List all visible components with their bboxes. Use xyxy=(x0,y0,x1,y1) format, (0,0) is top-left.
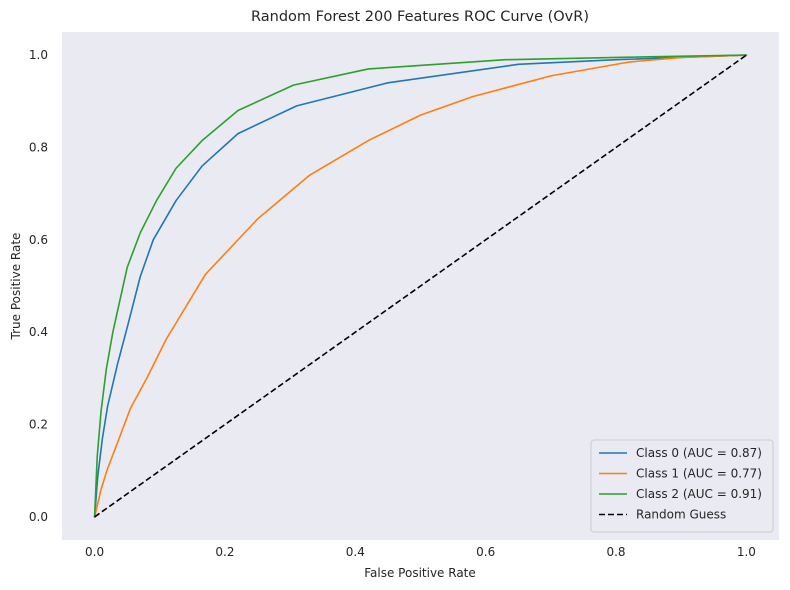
x-axis-label: False Positive Rate xyxy=(364,566,476,580)
y-tick-label: 0.2 xyxy=(29,418,48,432)
x-tick-label: 0.0 xyxy=(85,545,104,559)
axis-ticks: 0.0 0.2 0.4 0.6 0.8 1.0 0.0 0.2 0.4 0.6 0.8 1.0 xyxy=(29,48,756,559)
legend-box xyxy=(590,439,774,533)
y-tick-label: 0.6 xyxy=(29,233,48,247)
series-line-0 xyxy=(93,54,748,518)
series-line-2 xyxy=(93,54,748,518)
chart-title: Random Forest 200 Features ROC Curve (Ov… xyxy=(251,9,589,25)
legend-label: Class 1 (AUC = 0.77) xyxy=(636,467,762,481)
legend: Class 0 (AUC = 0.87) Class 1 (AUC = 0.77)… xyxy=(590,439,774,533)
x-tick-label: 0.6 xyxy=(476,545,495,559)
legend-label: Class 0 (AUC = 0.87) xyxy=(636,446,762,460)
series-lines xyxy=(93,54,748,518)
legend-label: Class 2 (AUC = 0.91) xyxy=(636,487,762,501)
x-tick-label: 0.2 xyxy=(215,545,234,559)
x-tick-label: 0.8 xyxy=(606,545,625,559)
y-axis-label: True Positive Rate xyxy=(9,233,23,341)
y-tick-label: 1.0 xyxy=(29,48,48,62)
x-tick-label: 0.4 xyxy=(346,545,365,559)
series-line-3 xyxy=(94,54,747,518)
y-tick-label: 0.8 xyxy=(29,140,48,154)
legend-label: Random Guess xyxy=(636,508,726,522)
y-tick-label: 0.0 xyxy=(29,510,48,524)
series-line-1 xyxy=(93,54,748,518)
x-tick-label: 1.0 xyxy=(737,545,756,559)
y-tick-label: 0.4 xyxy=(29,325,48,339)
